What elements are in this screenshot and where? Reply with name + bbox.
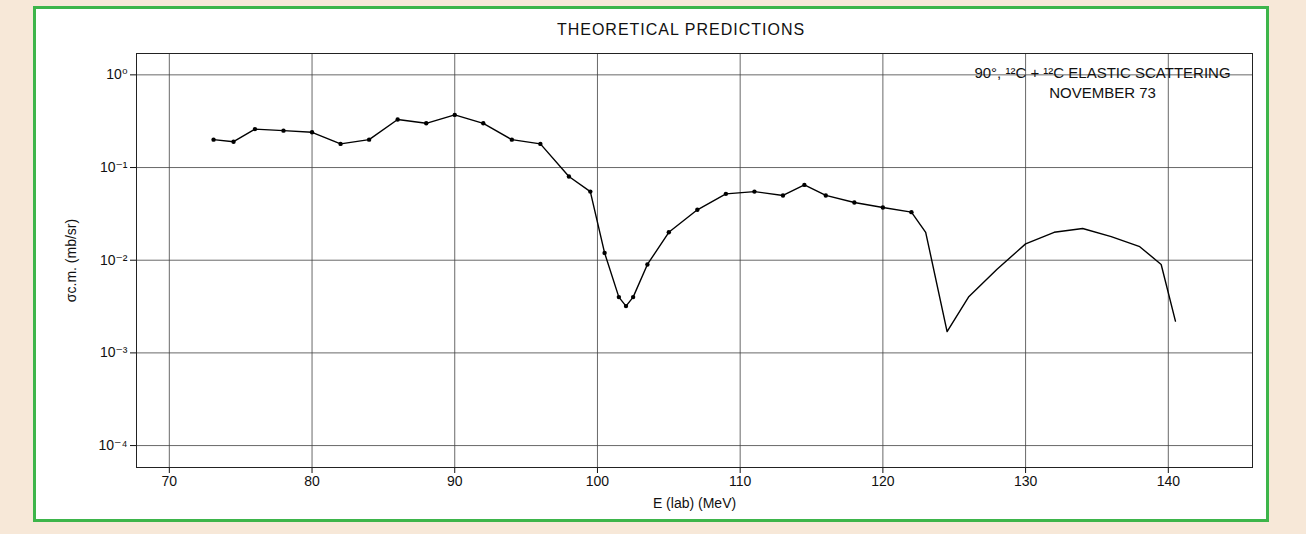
- svg-text:NOVEMBER 73: NOVEMBER 73: [1049, 84, 1156, 101]
- svg-text:σc.m. (mb/sr): σc.m. (mb/sr): [63, 219, 79, 302]
- svg-text:E (lab) (MeV): E (lab) (MeV): [653, 495, 736, 511]
- svg-text:80: 80: [304, 473, 320, 489]
- svg-text:70: 70: [162, 473, 178, 489]
- svg-text:10⁻⁴: 10⁻⁴: [99, 437, 128, 453]
- svg-text:10⁻²: 10⁻²: [100, 252, 128, 268]
- svg-text:10⁻³: 10⁻³: [100, 344, 128, 360]
- svg-text:10⁰: 10⁰: [106, 66, 128, 82]
- svg-text:10⁻¹: 10⁻¹: [100, 159, 128, 175]
- svg-text:120: 120: [871, 473, 895, 489]
- svg-text:110: 110: [729, 473, 752, 489]
- svg-text:130: 130: [1014, 473, 1038, 489]
- html-text:THEORETICAL PREDICTIONS: THEORETICAL PREDICTIONS: [556, 21, 806, 38]
- svg-text:90°, ¹²C + ¹²C ELASTIC SCATTER: 90°, ¹²C + ¹²C ELASTIC SCATTERING: [974, 64, 1230, 81]
- svg-text:90: 90: [447, 473, 463, 489]
- svg-text:140: 140: [1157, 473, 1181, 489]
- svg-text:100: 100: [586, 473, 610, 489]
